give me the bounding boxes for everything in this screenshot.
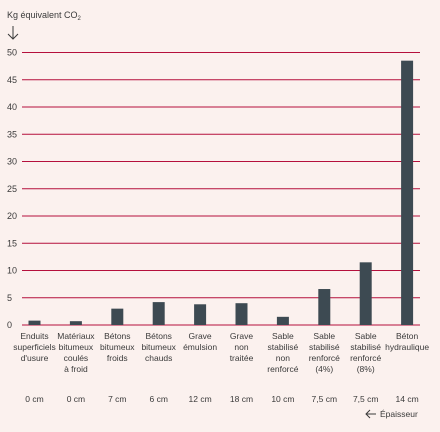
y-axis-tick-labels: 0 5 10 15 20 25 30 35 40 45 50 bbox=[7, 48, 17, 331]
y-tick-label: 20 bbox=[7, 211, 17, 221]
category-label: Matériaux bitumeux coulés à froid bbox=[57, 331, 95, 374]
y-tick-label: 50 bbox=[7, 48, 17, 58]
category-label: Grave émulsion bbox=[183, 331, 217, 352]
y-axis-unit-label: Kg équivalent CO2 bbox=[7, 10, 82, 22]
y-tick-label: 35 bbox=[7, 129, 17, 139]
bar bbox=[111, 308, 124, 325]
thickness-value-label: 7,5 cm bbox=[312, 394, 338, 404]
category-label: Bétons bitumeux froids bbox=[100, 331, 135, 363]
category-label: Béton hydraulique bbox=[385, 331, 429, 352]
bar bbox=[276, 316, 289, 325]
y-tick-label: 15 bbox=[7, 238, 17, 248]
y-tick-label: 45 bbox=[7, 75, 17, 85]
bar bbox=[194, 304, 207, 325]
y-tick-label: 10 bbox=[7, 266, 17, 276]
bars bbox=[28, 60, 414, 326]
thickness-value-label: 10 cm bbox=[271, 394, 294, 404]
thickness-labels: 0 cm 0 cm 7 cm 6 cm 12 cm 18 cm 10 cm 7,5 cm 7,5… bbox=[25, 394, 418, 404]
bar bbox=[359, 262, 372, 325]
y-tick-label: 0 bbox=[7, 320, 12, 330]
bar bbox=[235, 303, 248, 325]
bar bbox=[28, 320, 41, 325]
thickness-value-label: 7 cm bbox=[108, 394, 126, 404]
y-tick-label: 40 bbox=[7, 102, 17, 112]
category-label: Sable stabilisé renforcé (4%) bbox=[309, 331, 340, 374]
bar bbox=[152, 302, 165, 325]
category-label: Grave non traitée bbox=[230, 331, 254, 363]
gridlines bbox=[22, 52, 420, 326]
thickness-value-label: 6 cm bbox=[149, 394, 167, 404]
thickness-value-label: 18 cm bbox=[230, 394, 253, 404]
category-label: Enduits superficiels d'usure bbox=[13, 331, 56, 363]
category-label: Sable stabilisé renforcé (8%) bbox=[350, 331, 381, 374]
thickness-value-label: 0 cm bbox=[25, 394, 43, 404]
thickness-value-label: 0 cm bbox=[67, 394, 85, 404]
thickness-value-label: 14 cm bbox=[396, 394, 419, 404]
y-axis-down-arrow-icon bbox=[7, 26, 19, 40]
y-tick-label: 25 bbox=[7, 184, 17, 194]
y-tick-label: 30 bbox=[7, 157, 17, 167]
bar bbox=[318, 289, 331, 325]
thickness-left-arrow-icon bbox=[365, 409, 376, 419]
thickness-value-label: 7,5 cm bbox=[353, 394, 379, 404]
y-tick-label: 5 bbox=[7, 293, 12, 303]
category-label: Sable stabilisé non renforcé bbox=[267, 331, 298, 374]
bar bbox=[69, 321, 82, 325]
thickness-axis-label: Épaisseur bbox=[380, 409, 418, 419]
thickness-value-label: 12 cm bbox=[189, 394, 212, 404]
bar bbox=[401, 60, 414, 326]
category-label: Bétons bitumeux chauds bbox=[141, 331, 176, 363]
